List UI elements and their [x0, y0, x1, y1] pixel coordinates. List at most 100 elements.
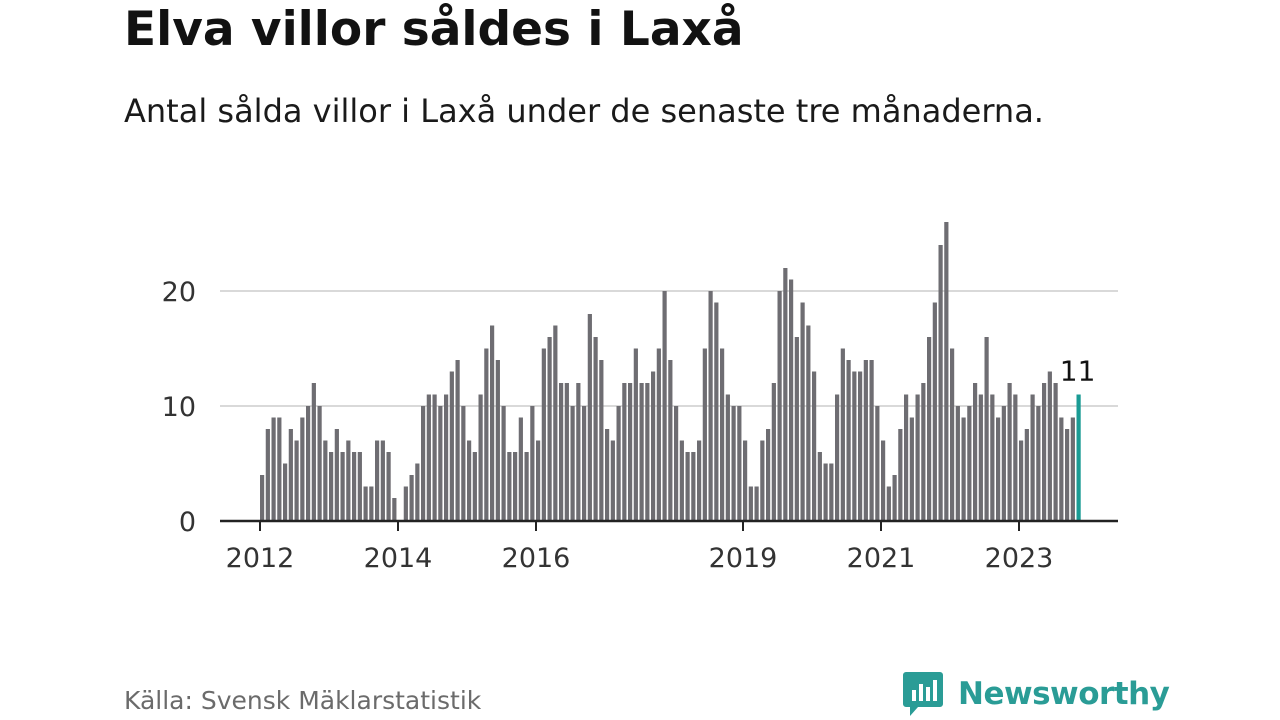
bar: [593, 337, 598, 521]
bar: [691, 452, 696, 521]
bar: [392, 498, 397, 521]
y-axis-tick-labels: 0 10 20: [162, 277, 196, 538]
bar: [760, 440, 765, 521]
bar: [1042, 383, 1047, 521]
bar: [651, 371, 656, 521]
y-tick-label: 20: [162, 277, 196, 308]
bar: [921, 383, 926, 521]
bar: [306, 406, 311, 521]
bar-chart: 0 10 20 2012 2014 2016 2019 2021 2023 11: [162, 222, 1118, 574]
bar: [495, 360, 500, 521]
bar: [507, 452, 512, 521]
bar: [288, 429, 293, 521]
bar: [438, 406, 443, 521]
bar: [662, 291, 667, 521]
bar: [1070, 417, 1075, 521]
bar: [978, 394, 983, 521]
bar: [996, 417, 1001, 521]
bar: [610, 440, 615, 521]
bar: [708, 291, 713, 521]
y-tick-label: 10: [162, 392, 196, 423]
bar: [812, 371, 817, 521]
newsworthy-logo-icon: [903, 672, 943, 716]
bar: [904, 394, 909, 521]
bar: [363, 486, 368, 521]
bar: [1001, 406, 1006, 521]
bar: [472, 452, 477, 521]
bar: [645, 383, 650, 521]
bar: [300, 417, 305, 521]
bar: [674, 406, 679, 521]
bar: [461, 406, 466, 521]
bar: [697, 440, 702, 521]
bar: [950, 348, 955, 521]
bar: [524, 452, 529, 521]
bar: [570, 406, 575, 521]
bar: [823, 463, 828, 521]
bar: [484, 348, 489, 521]
bar: [599, 360, 604, 521]
brand-name: Newsworthy: [958, 676, 1170, 712]
bar: [490, 325, 495, 521]
bar: [869, 360, 874, 521]
bar: [1007, 383, 1012, 521]
source-note: Källa: Svensk Mäklarstatistik: [124, 686, 482, 715]
bar: [501, 406, 506, 521]
bar: [1024, 429, 1029, 521]
bar: [927, 337, 932, 521]
bar: [783, 268, 788, 521]
bar: [881, 440, 886, 521]
y-tick-label: 0: [179, 507, 196, 538]
x-tick-label: 2016: [502, 543, 571, 574]
bar-highlight: [1076, 394, 1081, 521]
bar: [622, 383, 627, 521]
bar: [536, 440, 541, 521]
bar: [668, 360, 673, 521]
bar: [415, 463, 420, 521]
bar: [265, 429, 270, 521]
bar: [409, 475, 414, 521]
bar: [955, 406, 960, 521]
bar: [961, 417, 966, 521]
bar: [283, 463, 288, 521]
bar: [766, 429, 771, 521]
bar: [1019, 440, 1024, 521]
bar: [633, 348, 638, 521]
bar: [587, 314, 592, 521]
bar: [530, 406, 535, 521]
x-tick-label: 2023: [985, 543, 1054, 574]
bar: [329, 452, 334, 521]
bar: [639, 383, 644, 521]
bar: [915, 394, 920, 521]
bar: [294, 440, 299, 521]
bar: [478, 394, 483, 521]
bar: [518, 417, 523, 521]
bar: [605, 429, 610, 521]
chart-subtitle: Antal sålda villor i Laxå under de senas…: [124, 92, 1044, 130]
x-tick-label: 2012: [226, 543, 295, 574]
bar: [846, 360, 851, 521]
bar: [426, 394, 431, 521]
bar: [720, 348, 725, 521]
bar: [800, 302, 805, 521]
bar: [1047, 371, 1052, 521]
bar: [271, 417, 276, 521]
bar: [771, 383, 776, 521]
bar: [553, 325, 558, 521]
chart-title: Elva villor såldes i Laxå: [124, 2, 744, 57]
bar: [737, 406, 742, 521]
bar: [1065, 429, 1070, 521]
bar: [748, 486, 753, 521]
bar: [852, 371, 857, 521]
bar: [973, 383, 978, 521]
bar: [564, 383, 569, 521]
bar: [932, 302, 937, 521]
bar: [444, 394, 449, 521]
bar: [369, 486, 374, 521]
bar: [984, 337, 989, 521]
bar: [944, 222, 949, 521]
bar: [679, 440, 684, 521]
bar: [449, 371, 454, 521]
bar: [547, 337, 552, 521]
bar: [432, 394, 437, 521]
